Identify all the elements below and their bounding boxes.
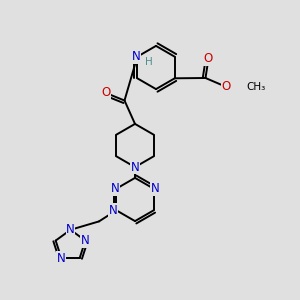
Text: N: N [109, 204, 118, 217]
Text: CH₃: CH₃ [246, 82, 265, 92]
Text: N: N [151, 182, 160, 195]
Text: N: N [66, 223, 75, 236]
Text: N: N [57, 251, 66, 265]
Text: N: N [110, 182, 119, 195]
Text: O: O [101, 86, 110, 100]
Text: O: O [204, 52, 213, 65]
Text: O: O [222, 80, 231, 94]
Text: N: N [81, 234, 90, 247]
Text: H: H [145, 57, 153, 67]
Text: N: N [130, 160, 140, 174]
Text: N: N [131, 50, 140, 63]
